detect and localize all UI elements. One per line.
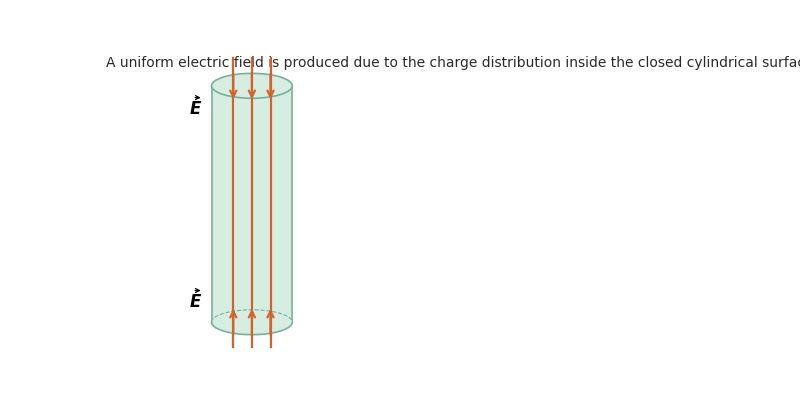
Text: E: E bbox=[190, 292, 202, 311]
Ellipse shape bbox=[211, 310, 292, 335]
Polygon shape bbox=[211, 86, 292, 322]
Text: E: E bbox=[190, 100, 202, 118]
Ellipse shape bbox=[211, 74, 292, 98]
Text: A uniform electric field is produced due to the charge distribution inside the c: A uniform electric field is produced due… bbox=[106, 56, 800, 70]
